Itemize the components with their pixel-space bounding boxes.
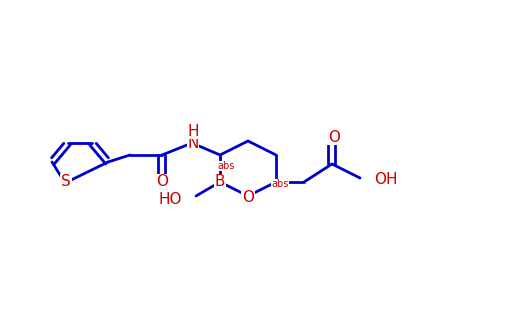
Text: abs: abs: [271, 179, 289, 189]
Text: N: N: [187, 136, 199, 150]
Text: HO: HO: [158, 192, 182, 208]
Text: B: B: [215, 174, 225, 190]
Text: abs: abs: [217, 161, 235, 171]
Text: OH: OH: [374, 172, 398, 188]
Text: S: S: [61, 174, 71, 190]
Text: O: O: [242, 190, 254, 206]
Text: O: O: [328, 130, 340, 144]
Text: O: O: [156, 174, 168, 190]
Text: H: H: [187, 123, 199, 139]
